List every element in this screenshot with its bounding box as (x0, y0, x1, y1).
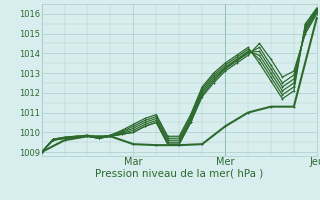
X-axis label: Pression niveau de la mer( hPa ): Pression niveau de la mer( hPa ) (95, 169, 263, 179)
